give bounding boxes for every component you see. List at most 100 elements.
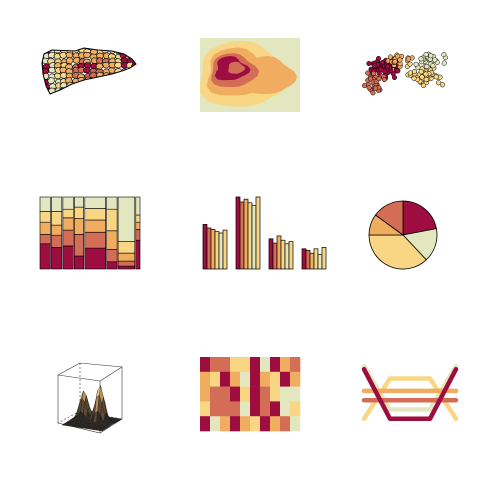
image-cell <box>220 401 230 416</box>
mosaic-tile <box>118 261 135 266</box>
mosaic-tile <box>136 222 140 229</box>
image-cell <box>280 357 290 372</box>
pie-chart <box>369 201 437 269</box>
mosaic-tile <box>118 266 135 269</box>
map-county <box>113 77 121 83</box>
map-county <box>126 83 133 89</box>
map-county <box>108 43 115 49</box>
map-county <box>91 87 98 93</box>
mosaic-tile <box>51 225 61 235</box>
image-cell <box>270 387 280 402</box>
image-cell <box>290 401 300 416</box>
bar <box>289 242 293 269</box>
image-cell <box>260 416 270 431</box>
mosaic-tile <box>118 197 135 242</box>
scatter-point <box>406 57 411 62</box>
mosaic-tile <box>40 244 50 269</box>
map-county <box>73 87 80 93</box>
map-county <box>108 87 116 93</box>
map-county <box>121 77 129 83</box>
scatter-point <box>373 86 378 91</box>
scatter-point <box>425 64 430 69</box>
image-cell <box>280 401 290 416</box>
scatter-point <box>392 75 397 80</box>
scatter-point <box>398 58 403 63</box>
scatter-point <box>434 75 439 80</box>
map-county <box>48 67 55 73</box>
map-county <box>102 78 109 84</box>
image-cell <box>290 416 300 431</box>
scatter-point <box>429 53 434 58</box>
map-county <box>66 58 73 64</box>
image-cell <box>250 401 260 416</box>
bar <box>314 249 318 269</box>
bar <box>211 229 215 269</box>
image-cell <box>230 401 240 416</box>
image-cell <box>250 387 260 402</box>
scatter-point <box>377 76 382 81</box>
bar <box>285 244 289 269</box>
mosaic-tile <box>63 209 73 218</box>
map-county <box>108 78 115 84</box>
mosaic-tile <box>74 207 83 219</box>
map-county <box>114 62 122 68</box>
image-cell <box>200 357 210 372</box>
image-cell <box>200 387 210 402</box>
bar <box>273 243 277 269</box>
scatter-point <box>432 58 437 63</box>
mosaic-tile <box>136 240 140 269</box>
surface-mesh <box>62 386 122 431</box>
map-county <box>96 83 104 89</box>
mosaic-tile <box>136 197 140 215</box>
scatter-point <box>412 76 417 81</box>
image-cell <box>210 357 220 372</box>
map-county <box>72 93 79 99</box>
bar <box>236 197 240 269</box>
scatter-point <box>367 85 372 90</box>
scatter-point <box>419 69 424 74</box>
surface-edge <box>58 375 100 381</box>
image-cell <box>210 401 220 416</box>
mosaic-tile <box>63 246 73 269</box>
map-county <box>42 44 49 50</box>
map-county <box>108 83 116 89</box>
map-county <box>133 54 140 60</box>
bar <box>269 239 273 269</box>
scatter-point <box>366 71 371 76</box>
mosaic-tile <box>74 234 83 256</box>
image-cell <box>210 372 220 387</box>
bar <box>203 224 207 269</box>
map-county <box>97 89 104 95</box>
map-county <box>37 92 44 98</box>
map-county <box>120 94 127 100</box>
map-county <box>126 87 134 93</box>
mosaic-plot <box>40 197 140 269</box>
image-cell <box>200 401 210 416</box>
map-county <box>126 49 133 55</box>
mosaic-tile <box>118 242 135 254</box>
image-cell <box>270 416 280 431</box>
bar <box>318 255 322 269</box>
map-county <box>133 89 140 95</box>
map-county <box>53 94 60 100</box>
mosaic-tile <box>51 235 61 247</box>
mosaic-tile <box>74 256 83 269</box>
map-county <box>120 47 127 53</box>
map-county <box>133 74 140 80</box>
bar <box>277 236 281 269</box>
mosaic-tile <box>85 248 106 269</box>
mosaic-tile <box>107 231 117 250</box>
map-county <box>133 78 141 84</box>
bar <box>244 199 248 269</box>
scatter-point <box>396 69 401 74</box>
map-county <box>84 62 91 68</box>
map-county <box>79 83 87 89</box>
map-county <box>72 42 80 48</box>
image-cell <box>280 372 290 387</box>
map-county <box>132 68 140 74</box>
map-county <box>78 93 85 99</box>
map-county <box>66 52 73 58</box>
map-county <box>96 78 103 84</box>
map-county <box>60 92 67 98</box>
